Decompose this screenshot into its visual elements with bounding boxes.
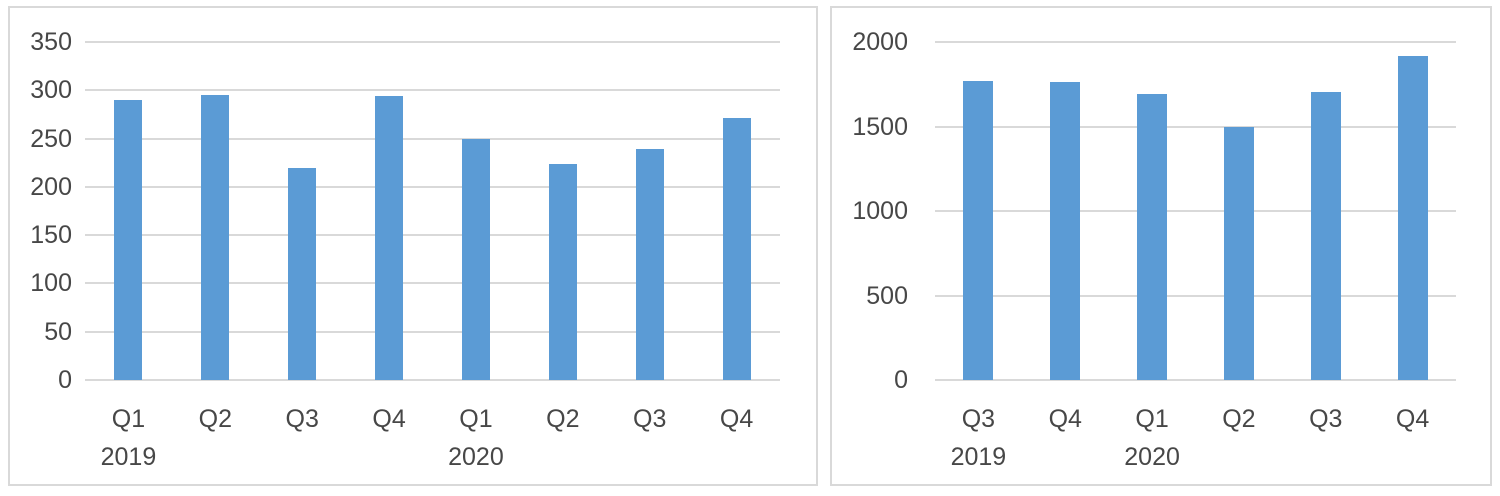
year-label: 2020 — [1124, 443, 1180, 471]
gridline — [85, 330, 780, 333]
y-tick-label: 2000 — [852, 28, 908, 56]
x-tick-label: Q1 — [459, 405, 493, 433]
x-tick-label: Q3 — [285, 405, 319, 433]
x-tick-label: Q4 — [1048, 405, 1082, 433]
bar-q1-4 — [461, 138, 490, 380]
y-tick-label: 0 — [894, 366, 908, 394]
x-tick-label: Q4 — [1395, 405, 1430, 433]
gridline — [935, 125, 1456, 128]
y-tick-label: 350 — [30, 28, 72, 56]
bar-q4-3 — [375, 96, 404, 380]
bar-q4-5 — [1397, 55, 1428, 380]
y-tick-label: 1000 — [852, 197, 908, 225]
gridline — [935, 210, 1456, 212]
gridline — [85, 185, 780, 188]
y-tick-label: 200 — [30, 172, 72, 201]
y-tick-label: 0 — [58, 366, 72, 394]
x-tick-label: Q3 — [633, 405, 667, 433]
gridline — [85, 41, 780, 43]
bar-q3-2 — [288, 167, 317, 380]
bar-q4-7 — [722, 118, 751, 380]
gridline — [85, 137, 780, 140]
year-label: 2020 — [448, 443, 504, 471]
y-tick-label: 150 — [30, 221, 72, 250]
gridline — [85, 89, 780, 92]
bar-q2-3 — [1223, 126, 1254, 380]
y-tick-label: 50 — [44, 317, 72, 346]
x-tick-label: Q1 — [111, 405, 146, 433]
y-tick-label: 500 — [866, 281, 908, 310]
x-tick-label: Q4 — [719, 405, 754, 433]
x-tick-label: Q1 — [1135, 405, 1169, 433]
year-label: 2019 — [100, 443, 157, 471]
y-tick-label: 300 — [30, 76, 72, 105]
gridline — [85, 282, 780, 285]
x-axis-line — [935, 379, 1456, 381]
x-tick-label: Q4 — [372, 405, 406, 433]
x-tick-label: Q2 — [546, 405, 580, 433]
bar-chart-2019-2020-left: 0 50 100 150 200 250 300 350 Q1 Q2 Q3 Q4 Q1 Q2 Q3 Q4 201… — [8, 6, 818, 486]
bar-q1-0 — [114, 99, 143, 380]
bar-q2-5 — [548, 163, 577, 380]
gridline — [935, 294, 1456, 297]
gridline — [85, 234, 780, 237]
y-tick-label: 100 — [30, 269, 72, 298]
x-axis-line — [85, 379, 780, 381]
bar-q1-2 — [1137, 93, 1168, 380]
bar-chart-2019-2020-right: 0 500 1000 1500 2000 Q3 Q4 Q1 Q2 Q3 Q4 2019 2020 — [830, 6, 1492, 486]
bar-q4-1 — [1050, 81, 1081, 380]
bar-q3-0 — [963, 80, 994, 380]
x-tick-label: Q3 — [961, 405, 996, 433]
x-tick-label: Q2 — [1222, 405, 1256, 433]
x-tick-label: Q3 — [1309, 405, 1343, 433]
x-tick-label: Q2 — [198, 405, 232, 433]
bar-q3-4 — [1310, 91, 1341, 380]
y-tick-label: 250 — [30, 124, 72, 153]
year-label: 2019 — [950, 443, 1007, 471]
bar-q3-6 — [635, 149, 664, 380]
y-tick-label: 1500 — [852, 112, 908, 141]
bar-q2-1 — [201, 95, 230, 380]
gridline — [935, 41, 1456, 43]
